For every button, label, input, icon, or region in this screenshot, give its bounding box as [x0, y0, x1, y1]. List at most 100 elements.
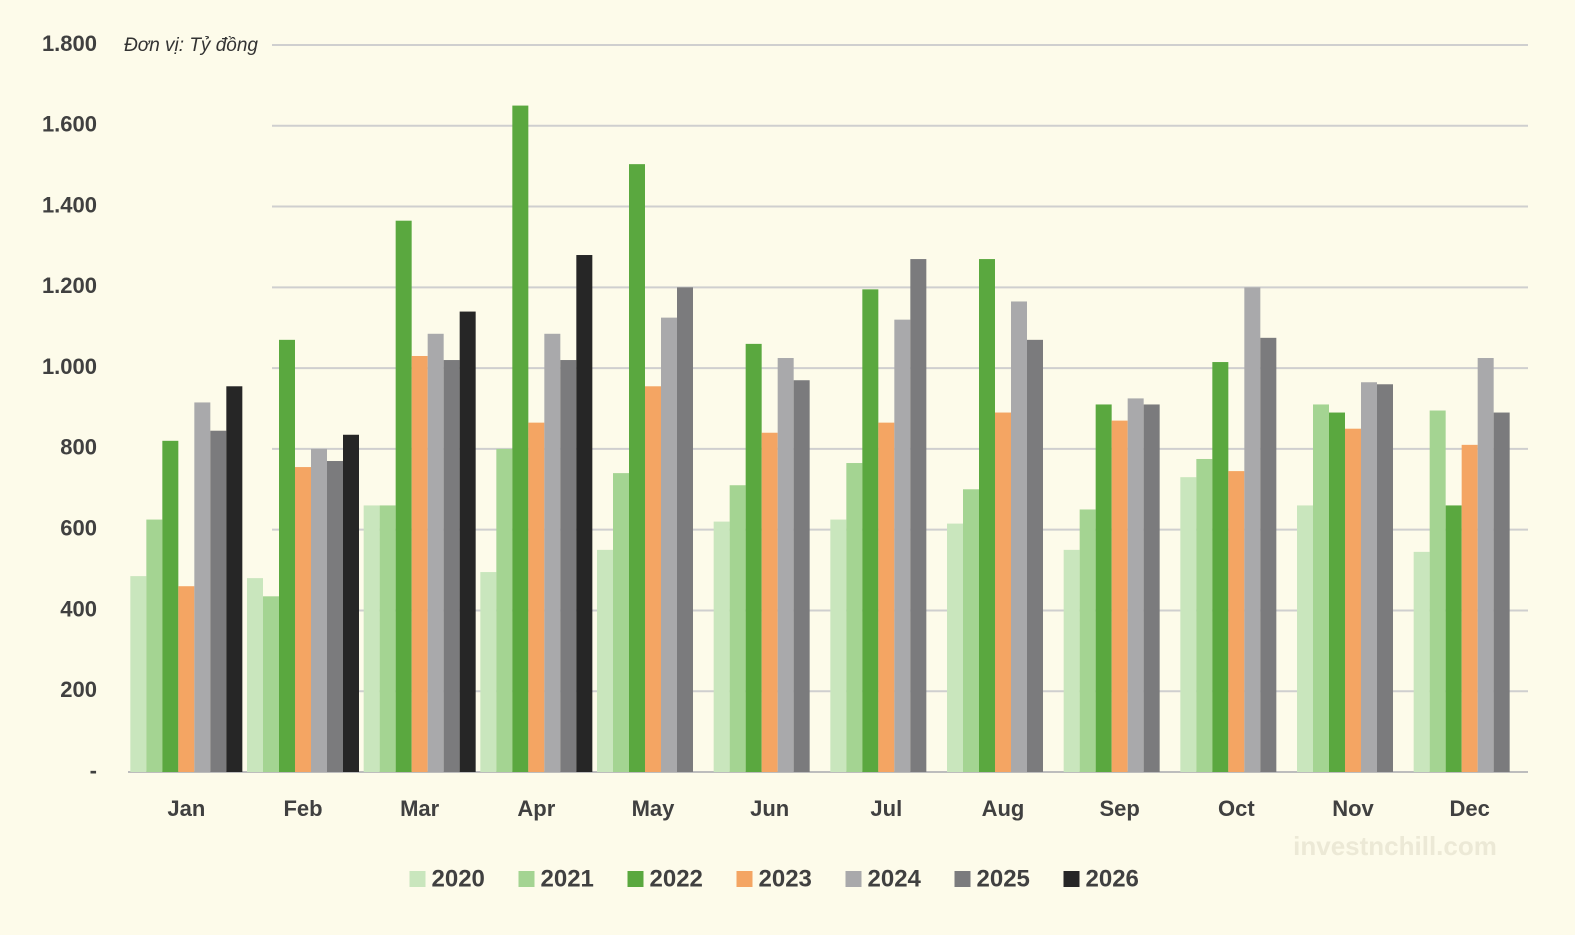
bar [178, 586, 195, 772]
bar [544, 333, 561, 772]
bar [1079, 509, 1096, 772]
bar [1297, 505, 1313, 772]
bar [226, 386, 243, 772]
y-tick-label: 200 [60, 677, 97, 702]
unit-label: Đơn vị: Tỷ đồng [124, 35, 258, 56]
x-tick-label: Feb [283, 796, 322, 821]
bar [311, 448, 327, 772]
legend-swatch [845, 871, 862, 887]
bar [1313, 404, 1329, 772]
bar [512, 105, 529, 773]
bar [327, 461, 343, 772]
bar [1461, 444, 1478, 772]
y-tick-label: 1.000 [42, 354, 97, 379]
bar [528, 422, 545, 772]
y-tick-label: 1.600 [42, 112, 97, 137]
bar [910, 259, 927, 772]
bar [878, 422, 895, 772]
bar [210, 430, 227, 772]
bar [496, 448, 513, 772]
bar [363, 505, 380, 772]
bar [1127, 398, 1144, 772]
bar [793, 380, 810, 772]
legend-label: 2023 [759, 865, 812, 892]
bar [1329, 412, 1345, 772]
bar [1445, 505, 1462, 772]
bar [1063, 549, 1080, 772]
bar [1477, 358, 1494, 772]
bar [480, 572, 497, 772]
bar [459, 311, 476, 772]
legend-swatch [1063, 871, 1080, 887]
x-tick-label: Oct [1218, 796, 1255, 821]
x-tick-label: Nov [1332, 796, 1374, 821]
bar [343, 434, 359, 772]
bar [1180, 477, 1197, 772]
bar [1095, 404, 1112, 772]
bar [247, 578, 263, 772]
bar [830, 519, 847, 772]
legend-swatch [518, 871, 535, 887]
y-tick-label: 1.200 [42, 273, 97, 298]
legend-swatch [409, 871, 426, 887]
bar [1413, 551, 1430, 772]
legend-label: 2024 [868, 865, 922, 892]
legend-label: 2021 [541, 865, 594, 892]
bar [729, 485, 746, 772]
bar [279, 339, 295, 772]
bar [194, 402, 211, 772]
bar [995, 412, 1011, 772]
bar [1143, 404, 1160, 772]
bar [777, 358, 794, 772]
bar [1260, 337, 1277, 772]
bar [1228, 471, 1245, 772]
bar [1345, 428, 1361, 772]
bar [443, 360, 460, 772]
bar [263, 596, 279, 772]
y-tick-label: 1.800 [42, 31, 97, 56]
bar [162, 440, 179, 772]
x-tick-label: Aug [982, 796, 1025, 821]
legend-label: 2022 [650, 865, 703, 892]
bar [629, 164, 645, 772]
x-tick-label: Mar [400, 796, 440, 821]
legend-label: 2025 [977, 865, 1030, 892]
x-tick-label: Jan [167, 796, 205, 821]
legend-swatch [954, 871, 971, 887]
bar [576, 255, 593, 772]
bar [1377, 384, 1393, 772]
bar [1244, 287, 1261, 772]
bar [411, 355, 428, 772]
bar [613, 473, 629, 772]
bar [979, 259, 995, 772]
watermark: investnchill.com [1293, 831, 1497, 861]
x-tick-label: Jul [870, 796, 902, 821]
y-tick-label: 600 [60, 515, 97, 540]
x-tick-label: Dec [1449, 796, 1489, 821]
legend-swatch [627, 871, 644, 887]
x-tick-label: Sep [1099, 796, 1139, 821]
bar [761, 432, 778, 772]
legend-label: 2020 [432, 865, 485, 892]
legend-label: 2026 [1086, 865, 1139, 892]
y-tick-label: 1.400 [42, 192, 97, 217]
bar [645, 386, 661, 772]
bar [1212, 362, 1229, 772]
bar [1196, 458, 1213, 772]
bar [846, 463, 863, 772]
bar [379, 505, 396, 772]
bar [1429, 410, 1446, 772]
bar [1111, 420, 1128, 772]
bar [947, 523, 963, 772]
bar [1027, 339, 1043, 772]
bar [560, 360, 577, 772]
y-tick-label: 400 [60, 596, 97, 621]
bar [1361, 382, 1377, 772]
bar [427, 333, 444, 772]
x-tick-label: Apr [517, 796, 555, 821]
bar [713, 521, 730, 772]
x-tick-label: Jun [750, 796, 789, 821]
bar [597, 549, 613, 772]
y-tick-label: - [90, 758, 97, 783]
bar [1493, 412, 1510, 772]
